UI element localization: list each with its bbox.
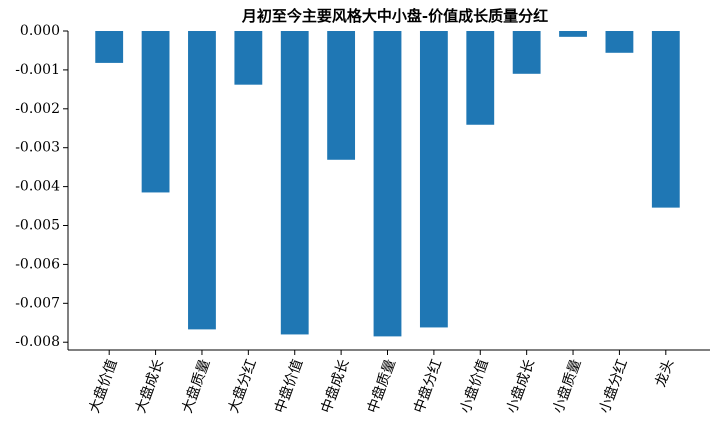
y-tick-label: -0.008 [15, 334, 60, 350]
y-tick-label: -0.004 [15, 179, 60, 195]
x-tick-label: 小盘成长 [503, 357, 538, 415]
x-tick-label: 小盘分红 [596, 357, 631, 415]
bar [280, 31, 309, 335]
bar [188, 31, 216, 330]
y-tick-label: -0.005 [15, 218, 60, 234]
y-tick-label: -0.002 [15, 101, 60, 117]
x-tick-label: 中盘成长 [318, 357, 353, 415]
bar [651, 31, 680, 208]
x-tick-label: 大盘成长 [132, 357, 167, 415]
bar [95, 31, 124, 63]
bar [373, 31, 402, 337]
bar [559, 31, 587, 37]
bar [141, 31, 170, 193]
x-tick-label: 大盘分红 [225, 357, 260, 415]
y-tick-label: -0.003 [15, 140, 60, 156]
x-tick-label: 中盘质量 [364, 357, 399, 415]
bar [605, 31, 634, 53]
x-tick-label: 中盘分红 [410, 357, 445, 415]
bar [327, 31, 356, 160]
bar [419, 31, 448, 328]
y-tick-label: 0.000 [20, 23, 60, 39]
chart-title: 月初至今主要风格大中小盘-价值成长质量分红 [241, 7, 548, 25]
x-tick-label: 小盘质量 [549, 357, 584, 415]
x-tick-label: 大盘质量 [178, 357, 213, 415]
x-tick-label: 龙头 [653, 357, 678, 389]
y-tick-label: -0.001 [15, 62, 60, 78]
x-tick-label: 大盘价值 [86, 357, 121, 415]
bar [466, 31, 495, 125]
bar [512, 31, 541, 74]
y-tick-label: -0.007 [15, 295, 60, 311]
bar [234, 31, 263, 85]
x-tick-label: 小盘价值 [457, 357, 492, 415]
x-tick-label: 中盘价值 [271, 357, 306, 415]
y-tick-label: -0.006 [15, 256, 60, 272]
